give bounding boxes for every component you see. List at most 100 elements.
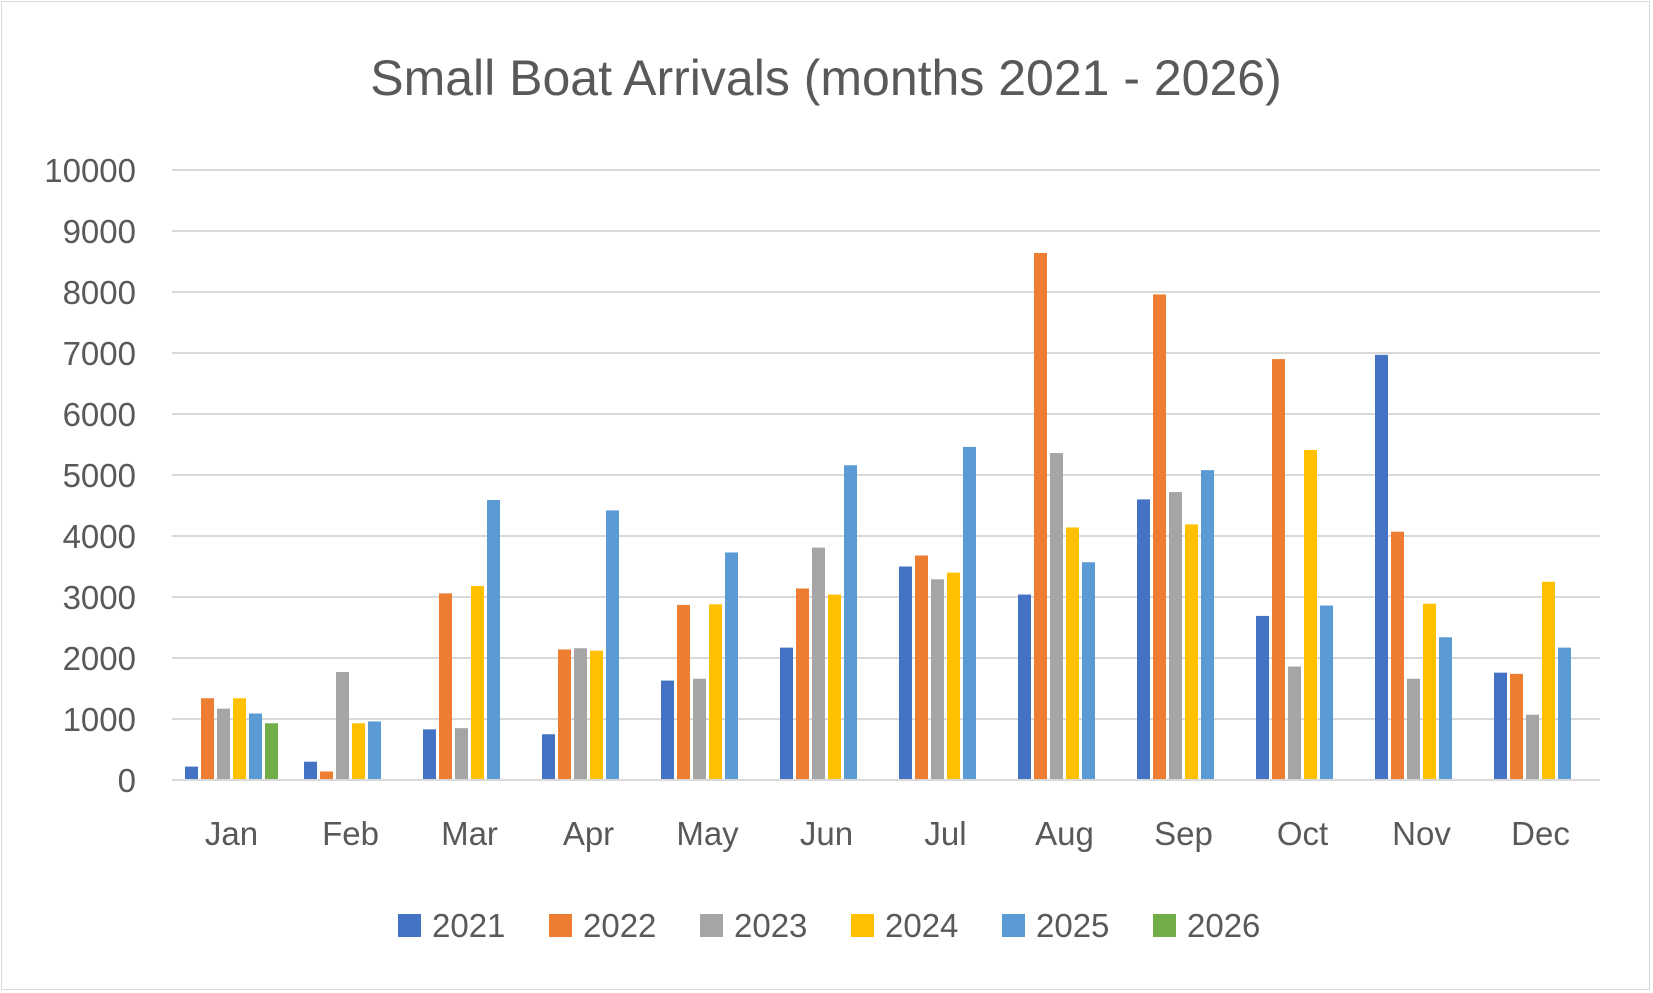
legend-label-2024: 2024 <box>885 907 958 944</box>
bar-2022-apr <box>558 649 571 780</box>
bar-2022-sep <box>1153 294 1166 780</box>
bar-2022-may <box>677 604 690 780</box>
legend-swatch-2024 <box>851 914 874 937</box>
x-axis-tick-labels: Jan Feb Mar Apr May Jun Jul Aug Sep Oct Nov Dec <box>205 815 1570 852</box>
bar-2021-apr <box>542 734 555 780</box>
bar-2024-aug <box>1066 527 1079 780</box>
bar-2021-aug <box>1018 594 1031 780</box>
bar-2024-feb <box>352 723 365 780</box>
x-tick-label: Jul <box>924 815 966 852</box>
x-tick-label: Jan <box>205 815 258 852</box>
bar-2025-jan <box>249 713 262 780</box>
bar-2025-jul <box>963 446 976 780</box>
bar-2024-dec <box>1542 581 1555 780</box>
bar-2024-nov <box>1423 603 1436 780</box>
x-tick-label: Mar <box>441 815 498 852</box>
legend-label-2022: 2022 <box>583 907 656 944</box>
bar-2025-nov <box>1439 637 1452 780</box>
legend-label-2023: 2023 <box>734 907 807 944</box>
legend: 2021 2022 2023 2024 2025 2026 <box>398 907 1260 944</box>
bar-2023-jul <box>931 579 944 780</box>
y-tick-label: 10000 <box>44 152 136 189</box>
bar-2021-jan <box>185 766 198 780</box>
bar-2025-oct <box>1320 605 1333 780</box>
bar-2022-nov <box>1391 531 1404 780</box>
x-tick-label: May <box>676 815 739 852</box>
bar-2024-apr <box>590 650 603 780</box>
chart-title: Small Boat Arrivals (months 2021 - 2026) <box>370 50 1282 106</box>
bar-2021-feb <box>304 761 317 780</box>
bar-2024-may <box>709 604 722 780</box>
bar-2021-sep <box>1137 499 1150 780</box>
bar-2022-jan <box>201 698 214 780</box>
bar-2024-sep <box>1185 524 1198 780</box>
y-tick-label: 2000 <box>63 640 136 677</box>
bar-2025-mar <box>487 500 500 780</box>
bar-2021-dec <box>1494 672 1507 780</box>
bar-2023-oct <box>1288 666 1301 780</box>
x-tick-label: Jun <box>800 815 853 852</box>
bar-2023-jan <box>217 708 230 780</box>
x-tick-label: Feb <box>322 815 379 852</box>
bar-2022-jul <box>915 555 928 780</box>
bar-2022-feb <box>320 771 333 780</box>
bar-2023-feb <box>336 672 349 780</box>
bar-2026-jan <box>265 723 278 780</box>
gridlines <box>172 169 1600 720</box>
bar-2021-jul <box>899 566 912 780</box>
bar-2025-apr <box>606 510 619 780</box>
bars <box>185 252 1571 780</box>
bar-2021-nov <box>1375 354 1388 780</box>
bar-2024-jan <box>233 698 246 780</box>
x-tick-label: Apr <box>563 815 614 852</box>
x-tick-label: Oct <box>1277 815 1328 852</box>
legend-label-2021: 2021 <box>432 907 505 944</box>
y-tick-label: 0 <box>118 762 136 799</box>
y-tick-label: 1000 <box>63 701 136 738</box>
bar-2023-nov <box>1407 678 1420 780</box>
x-tick-label: Nov <box>1392 815 1451 852</box>
bar-2022-aug <box>1034 252 1047 780</box>
bar-2021-jun <box>780 647 793 780</box>
legend-swatch-2023 <box>700 914 723 937</box>
bar-2023-dec <box>1526 714 1539 780</box>
bar-2023-mar <box>455 728 468 780</box>
legend-swatch-2022 <box>549 914 572 937</box>
x-tick-label: Dec <box>1511 815 1570 852</box>
bar-2025-sep <box>1201 470 1214 780</box>
bar-2021-may <box>661 680 674 780</box>
bar-2022-mar <box>439 593 452 780</box>
bar-2024-jul <box>947 572 960 780</box>
y-tick-label: 7000 <box>63 335 136 372</box>
y-tick-label: 8000 <box>63 274 136 311</box>
y-tick-label: 5000 <box>63 457 136 494</box>
bar-2025-feb <box>368 721 381 780</box>
bar-2024-oct <box>1304 449 1317 780</box>
bar-2023-aug <box>1050 453 1063 780</box>
y-tick-label: 4000 <box>63 518 136 555</box>
bar-2025-may <box>725 552 738 780</box>
bar-2022-oct <box>1272 359 1285 780</box>
x-tick-label: Sep <box>1154 815 1213 852</box>
y-axis-tick-labels: 0 1000 2000 3000 4000 5000 6000 7000 8000 9000 100… <box>44 152 136 799</box>
bar-2025-dec <box>1558 647 1571 780</box>
x-tick-label: Aug <box>1035 815 1094 852</box>
bar-2023-apr <box>574 648 587 780</box>
legend-label-2026: 2026 <box>1187 907 1260 944</box>
bar-2023-jun <box>812 547 825 780</box>
y-tick-label: 3000 <box>63 579 136 616</box>
y-tick-label: 9000 <box>63 213 136 250</box>
bar-2021-mar <box>423 729 436 780</box>
bar-2024-mar <box>471 586 484 780</box>
legend-swatch-2026 <box>1153 914 1176 937</box>
bar-2025-jun <box>844 465 857 780</box>
bar-2025-aug <box>1082 562 1095 780</box>
legend-swatch-2025 <box>1002 914 1025 937</box>
y-tick-label: 6000 <box>63 396 136 433</box>
bar-2021-oct <box>1256 615 1269 780</box>
bar-2022-dec <box>1510 673 1523 780</box>
legend-label-2025: 2025 <box>1036 907 1109 944</box>
bar-2024-jun <box>828 594 841 780</box>
legend-swatch-2021 <box>398 914 421 937</box>
